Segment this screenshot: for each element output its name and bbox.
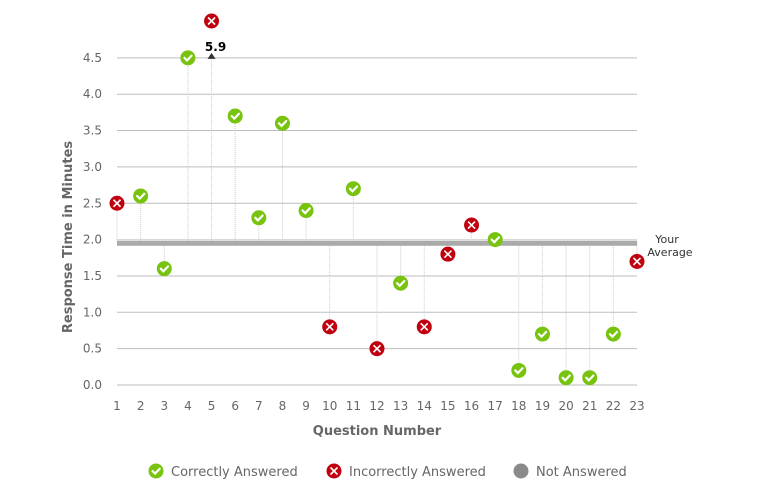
x-tick-label: 5 [208, 399, 216, 413]
x-tick-label: 18 [511, 399, 526, 413]
legend-label: Correctly Answered [171, 465, 298, 480]
data-point [605, 326, 621, 342]
average-label: Average [647, 246, 692, 259]
data-point [180, 50, 196, 66]
y-tick-label: 3.5 [83, 124, 102, 138]
legend-label: Not Answered [536, 465, 627, 480]
data-point [274, 115, 290, 131]
x-tick-label: 10 [322, 399, 337, 413]
data-point [251, 210, 267, 226]
x-icon [112, 199, 122, 208]
check-icon [136, 192, 146, 201]
y-tick-label: 0.5 [83, 342, 102, 356]
y-tick-label: 2.5 [83, 196, 102, 210]
x-tick-label: 11 [346, 399, 361, 413]
x-tick-label: 2 [137, 399, 145, 413]
check-icon [301, 207, 311, 215]
x-icon [420, 322, 429, 331]
x-tick-label: 6 [231, 399, 239, 413]
check-icon [608, 330, 619, 339]
x-tick-label: 13 [393, 399, 408, 413]
data-point [558, 370, 574, 386]
check-icon [183, 54, 193, 63]
legend-label: Incorrectly Answered [349, 465, 486, 480]
check-icon [561, 374, 571, 382]
legend-marker-correct [148, 463, 164, 479]
x-axis-label: Question Number [313, 424, 442, 439]
check-icon [254, 214, 264, 222]
data-point [133, 188, 149, 204]
x-icon [372, 344, 382, 353]
x-tick-label: 17 [488, 399, 503, 413]
check-icon [537, 330, 548, 339]
x-tick-label: 15 [440, 399, 455, 413]
data-point [511, 362, 527, 378]
x-tick-label: 12 [369, 399, 384, 413]
x-tick-label: 8 [279, 399, 287, 413]
overflow-arrow-icon [207, 52, 216, 59]
x-tick-label: 1 [113, 399, 121, 413]
x-icon [467, 220, 476, 230]
check-icon [230, 112, 240, 121]
data-point [345, 181, 361, 197]
data-point [298, 203, 314, 219]
x-icon [443, 250, 452, 259]
y-tick-label: 0.0 [83, 378, 102, 392]
check-icon [585, 374, 595, 382]
y-tick-label: 1.0 [83, 305, 102, 319]
x-tick-label: 20 [558, 399, 573, 413]
average-label: Your [654, 233, 679, 246]
x-tick-label: 14 [417, 399, 432, 413]
check-icon [151, 467, 161, 476]
y-tick-label: 4.5 [83, 51, 102, 65]
x-tick-label: 21 [582, 399, 597, 413]
x-tick-label: 16 [464, 399, 479, 413]
check-icon [396, 279, 406, 288]
data-point [156, 261, 172, 277]
check-icon [277, 119, 288, 128]
legend-marker-none [513, 463, 529, 479]
x-tick-label: 9 [302, 399, 310, 413]
y-tick-label: 1.5 [83, 269, 102, 283]
y-axis-label: Response Time in Minutes [61, 141, 76, 334]
y-tick-label: 4.0 [83, 87, 102, 101]
x-tick-label: 7 [255, 399, 263, 413]
x-tick-label: 4 [184, 399, 192, 413]
check-icon [490, 236, 500, 244]
y-tick-label: 3.0 [83, 160, 102, 174]
overflow-label: 5.9 [205, 40, 226, 54]
x-icon [207, 16, 216, 26]
data-point [393, 275, 409, 291]
x-tick-label: 19 [535, 399, 550, 413]
check-icon [514, 367, 524, 375]
x-tick-label: 23 [629, 399, 644, 413]
check-icon [159, 265, 170, 273]
y-tick-label: 2.0 [83, 233, 102, 247]
x-tick-label: 22 [606, 399, 621, 413]
x-icon [325, 322, 334, 331]
check-icon [348, 185, 359, 193]
x-icon [329, 466, 339, 476]
data-point [582, 370, 598, 386]
data-point [534, 326, 550, 342]
x-tick-label: 3 [160, 399, 168, 413]
data-point [487, 232, 503, 248]
data-point [227, 108, 243, 124]
average-line [117, 240, 637, 246]
x-icon [632, 257, 642, 266]
